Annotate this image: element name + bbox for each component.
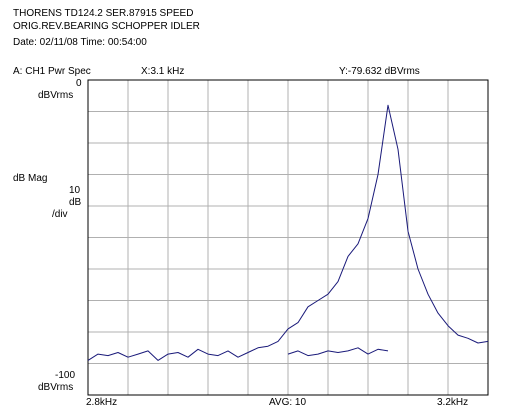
y-bottom-unit: dBVrms [38, 382, 74, 393]
cursor-x-readout: X:3.1 kHz [141, 66, 185, 77]
y-scale-value: 10 [69, 185, 81, 196]
y-top-unit: dBVrms [38, 90, 74, 101]
spectrum-trace-1 [87, 104, 489, 361]
y-mag-label: dB Mag [13, 173, 48, 184]
plot-series [87, 104, 489, 361]
spectrum-trace-2 [287, 347, 389, 357]
x-end-label: 3.2kHz [437, 397, 469, 408]
header-line-3: Date: 02/11/08 Time: 00:54:00 [13, 37, 147, 48]
trace-channel: A: CH1 Pwr Spec [13, 66, 91, 77]
y-scale-unit: dB [69, 197, 82, 208]
y-bottom-value: -100 [55, 370, 76, 381]
y-top-value: 0 [76, 78, 82, 89]
plot-grid [88, 80, 488, 395]
x-start-label: 2.8kHz [86, 397, 118, 408]
header-line-1: THORENS TD124.2 SER.87915 SPEED [13, 8, 194, 19]
y-scale-div: /div [52, 209, 68, 220]
cursor-y-readout: Y:-79.632 dBVrms [339, 66, 420, 77]
header-line-2: ORIG.REV.BEARING SCHOPPER IDLER [13, 21, 200, 32]
plot-frame [87, 79, 489, 396]
x-avg-label: AVG: 10 [269, 397, 307, 408]
